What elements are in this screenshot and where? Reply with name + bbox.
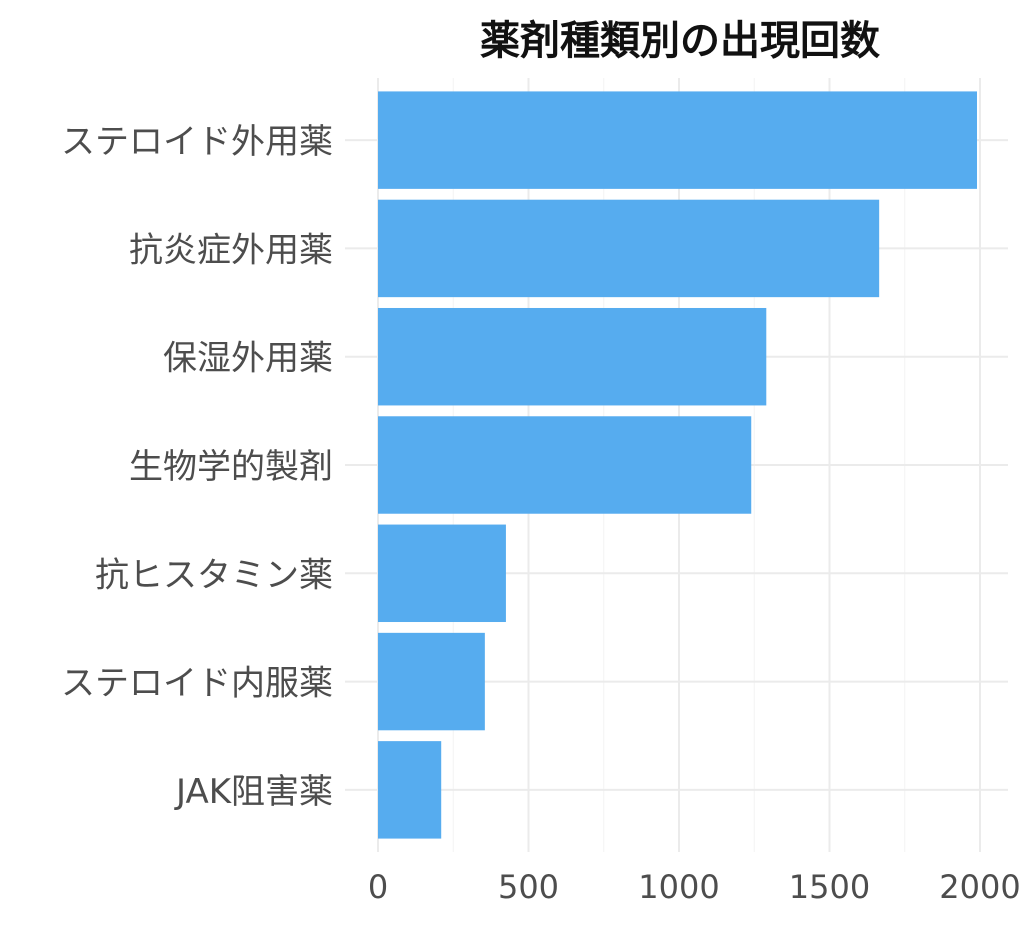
x-tick-labels: 0 500 1000 1500 2000 bbox=[368, 868, 1021, 906]
x-tick-label: 500 bbox=[498, 868, 559, 906]
x-tick-label: 2000 bbox=[939, 868, 1020, 906]
bars bbox=[378, 91, 977, 839]
category-label: ステロイド外用薬 bbox=[61, 122, 333, 162]
category-label: 生物学的製剤 bbox=[129, 447, 333, 487]
bar bbox=[378, 632, 485, 731]
x-tick-label: 1500 bbox=[789, 868, 870, 906]
category-labels: ステロイド外用薬抗炎症外用薬保湿外用薬生物学的製剤抗ヒスタミン薬ステロイド内服薬… bbox=[61, 122, 333, 812]
bar bbox=[378, 416, 752, 514]
category-label: ステロイド内服薬 bbox=[61, 664, 333, 704]
bar bbox=[378, 91, 977, 189]
bar bbox=[378, 524, 506, 623]
bar bbox=[378, 199, 880, 298]
chart-title: 薬剤種類別の出現回数 bbox=[480, 18, 880, 64]
x-tick-label: 0 bbox=[368, 868, 388, 906]
category-label: 保湿外用薬 bbox=[163, 339, 333, 379]
category-label: JAK阻害薬 bbox=[174, 772, 333, 812]
category-label: 抗ヒスタミン薬 bbox=[95, 555, 333, 595]
x-tick-label: 1000 bbox=[638, 868, 719, 906]
bar bbox=[378, 741, 442, 839]
bar bbox=[378, 307, 767, 406]
category-label: 抗炎症外用薬 bbox=[129, 230, 333, 270]
